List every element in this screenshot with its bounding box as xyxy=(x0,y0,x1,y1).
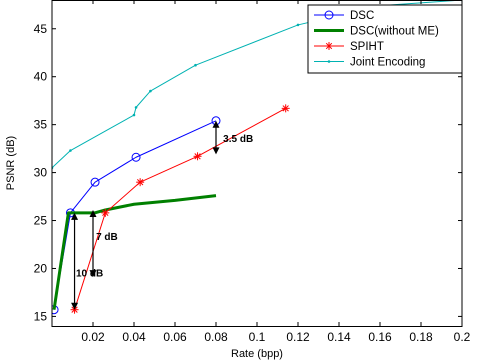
arrow-head xyxy=(89,209,97,217)
y-tick-label: 35 xyxy=(34,118,48,132)
data-point xyxy=(194,63,197,67)
y-axis-label: PSNR (dB) xyxy=(5,136,17,190)
arrow-head xyxy=(212,147,220,155)
legend-label: DSC xyxy=(350,10,374,22)
arrow-head xyxy=(71,212,79,220)
y-tick-label: 45 xyxy=(34,22,48,36)
y-tick-label: 20 xyxy=(34,261,48,275)
legend-box xyxy=(307,4,463,74)
x-tick-label: 0.2 xyxy=(454,330,471,344)
legend-entry: DSC(without ME) xyxy=(314,26,439,38)
data-point xyxy=(324,10,334,20)
y-tick-label: 30 xyxy=(34,166,48,180)
annotation: 3.5 dB xyxy=(212,120,253,155)
data-point xyxy=(136,178,145,187)
data-point xyxy=(101,208,110,217)
annotation-label: 3.5 dB xyxy=(223,134,253,145)
series-line xyxy=(53,120,217,310)
annotation: 7 dB xyxy=(89,209,118,278)
legend-entry: SPIHT xyxy=(314,41,384,53)
data-point xyxy=(134,106,138,109)
y-tick-label: 40 xyxy=(34,70,48,84)
data-point xyxy=(281,104,290,113)
x-tick-label: 0.08 xyxy=(204,330,228,344)
annotation-label: 7 dB xyxy=(96,232,118,243)
y-tick-label: 15 xyxy=(34,309,48,323)
x-tick-label: 0.14 xyxy=(327,330,351,344)
data-point xyxy=(193,152,202,161)
series-spiht xyxy=(70,104,290,314)
series-line xyxy=(52,194,217,310)
arrow-head xyxy=(89,270,97,278)
data-point xyxy=(90,177,100,187)
data-point xyxy=(327,60,331,63)
data-point xyxy=(132,113,136,117)
x-tick-label: 0.16 xyxy=(368,330,392,344)
legend-label: Joint Encoding xyxy=(350,57,425,69)
data-point xyxy=(296,23,300,27)
x-tick-label: 0.02 xyxy=(81,330,105,344)
y-tick-label: 25 xyxy=(34,214,48,228)
x-tick-label: 0.12 xyxy=(286,330,310,344)
annotation: 10 dB xyxy=(71,212,103,310)
x-tick-label: 0.04 xyxy=(122,330,146,344)
legend-label: DSC(without ME) xyxy=(350,26,439,38)
series-dsc-without-me- xyxy=(52,194,217,310)
legend: DSC DSC(without ME) SPIHT Joint Encoding xyxy=(307,4,463,74)
annotation-layer: 3.5 dB 7 dB 10 dB xyxy=(71,120,253,310)
x-tick-label: 0.1 xyxy=(249,330,266,344)
annotation-label: 10 dB xyxy=(76,268,103,279)
data-point xyxy=(325,42,333,50)
data-point xyxy=(131,152,141,162)
tick-layer: 0.02 0.04 0.06 0.08 0.1 0.12 0.14 0.16 0.18 0.2 15… xyxy=(34,0,471,344)
legend-entry: Joint Encoding xyxy=(314,57,425,69)
data-point xyxy=(69,149,72,152)
legend-label: SPIHT xyxy=(350,41,384,53)
legend-entry: DSC xyxy=(314,10,374,22)
x-axis-label: Rate (bpp) xyxy=(231,348,283,360)
x-tick-label: 0.18 xyxy=(409,330,433,344)
arrow-head xyxy=(71,302,79,310)
x-tick-label: 0.06 xyxy=(163,330,187,344)
arrow-head xyxy=(212,120,220,128)
data-point xyxy=(149,89,152,93)
